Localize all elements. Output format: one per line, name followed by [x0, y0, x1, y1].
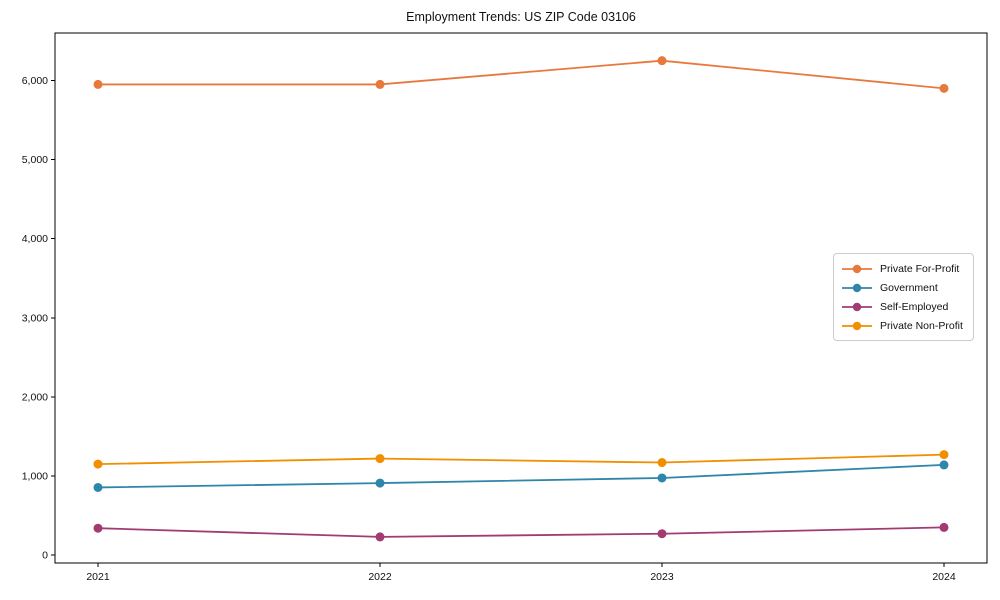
y-tick-label: 2,000: [22, 391, 48, 403]
x-tick-label: 2021: [86, 571, 110, 583]
chart-title: Employment Trends: US ZIP Code 03106: [406, 10, 636, 24]
legend-marker-icon: [842, 321, 872, 330]
data-point: [93, 459, 103, 469]
x-tick-label: 2023: [650, 571, 674, 583]
x-tick-label: 2024: [932, 571, 956, 583]
data-point: [939, 460, 949, 470]
legend-label: Private Non-Profit: [880, 319, 963, 332]
data-point: [939, 83, 949, 93]
series-line: [97, 453, 945, 466]
y-tick-label: 1,000: [22, 470, 48, 482]
data-point: [93, 523, 103, 533]
legend-item: Private Non-Profit: [841, 318, 963, 333]
data-point: [375, 532, 385, 542]
series-line: [97, 526, 945, 538]
legend-label: Private For-Profit: [880, 262, 960, 275]
data-point: [657, 458, 667, 468]
y-tick-label: 3,000: [22, 312, 48, 324]
data-point: [375, 79, 385, 89]
data-point: [375, 478, 385, 488]
y-tick-label: 4,000: [22, 233, 48, 245]
legend-label: Government: [880, 281, 938, 294]
y-tick-label: 5,000: [22, 154, 48, 166]
legend-item: Private For-Profit: [841, 261, 963, 276]
data-point: [93, 482, 103, 492]
data-point: [939, 450, 949, 460]
legend: Private For-Profit Government Self-Employe…: [833, 253, 974, 341]
legend-item: Self-Employed: [841, 299, 963, 314]
y-tick-label: 0: [42, 550, 48, 562]
legend-marker-icon: [842, 264, 872, 273]
x-tick-label: 2022: [368, 571, 392, 583]
axes-box: [54, 32, 988, 564]
series-line: [97, 59, 945, 90]
series-line: [97, 464, 945, 489]
data-point: [939, 522, 949, 532]
data-point: [93, 79, 103, 89]
data-point: [657, 529, 667, 539]
legend-label: Self-Employed: [880, 300, 949, 313]
legend-marker-icon: [842, 302, 872, 311]
legend-item: Government: [841, 280, 963, 295]
data-point: [657, 56, 667, 66]
legend-marker-icon: [842, 283, 872, 292]
data-point: [657, 473, 667, 483]
data-point: [375, 454, 385, 464]
y-tick-label: 6,000: [22, 75, 48, 87]
